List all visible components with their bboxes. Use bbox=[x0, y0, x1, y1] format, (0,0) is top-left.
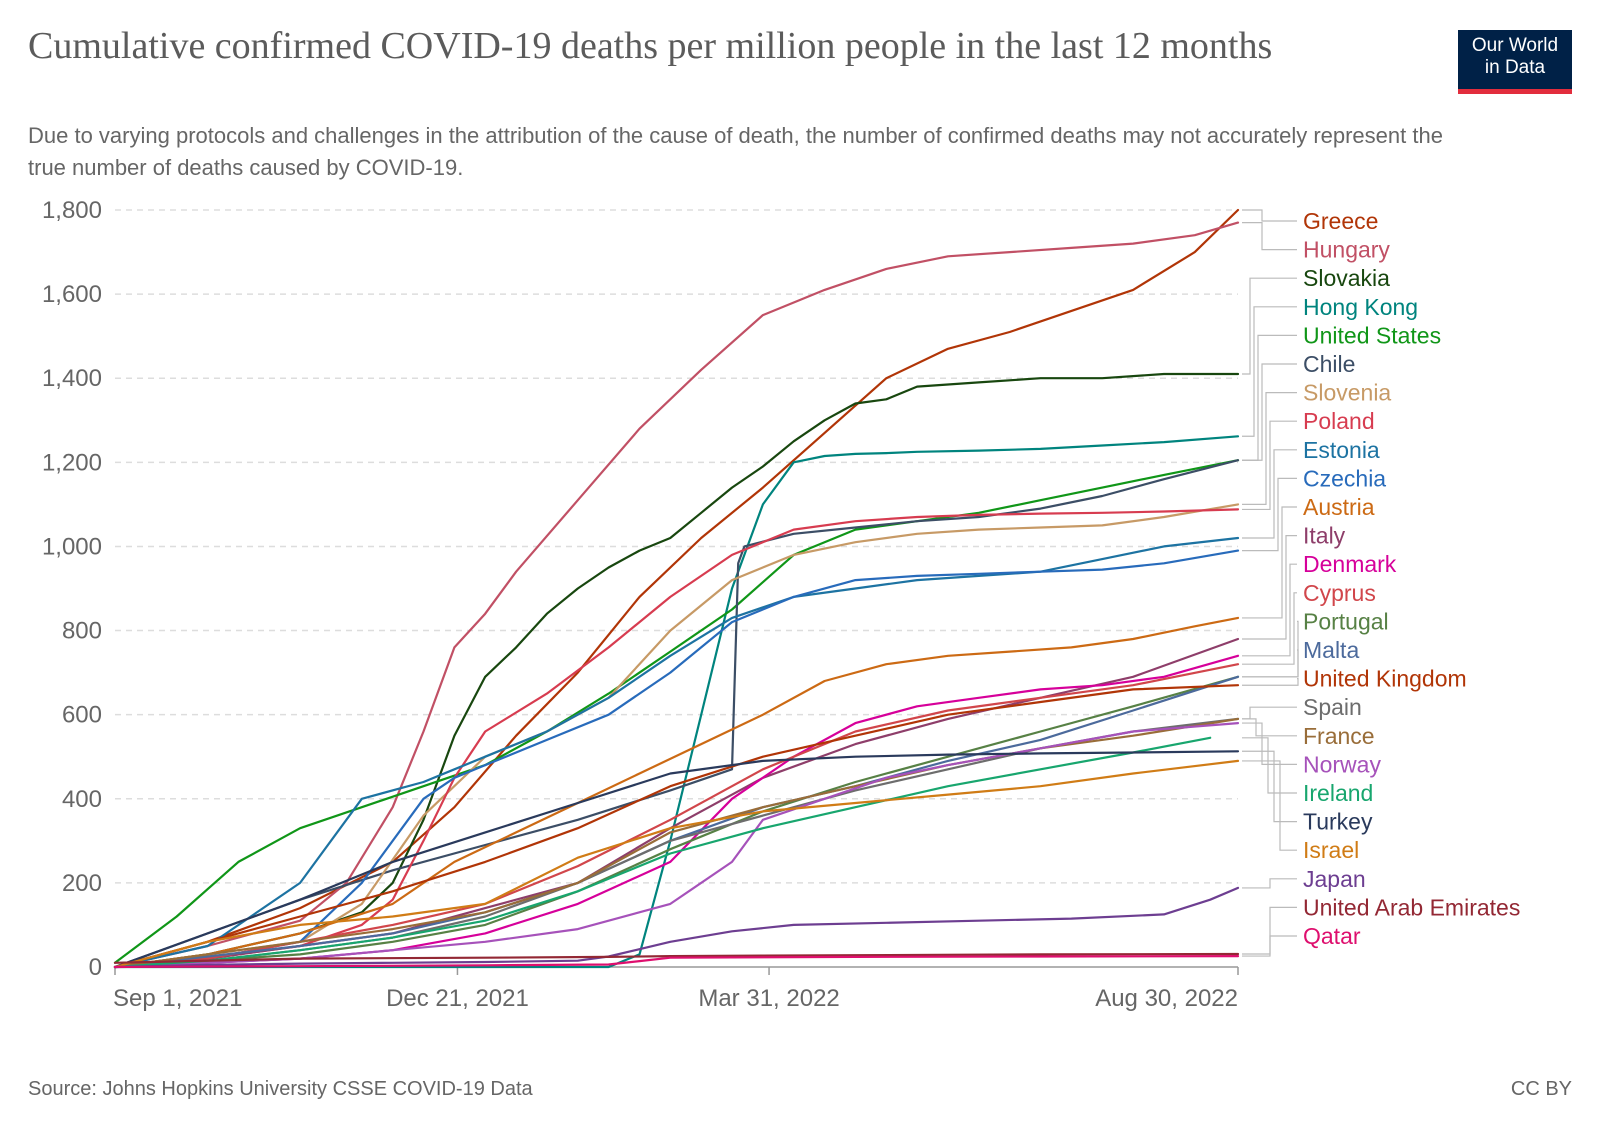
series-line-slovakia[interactable] bbox=[113, 372, 1240, 969]
grid-lines bbox=[115, 209, 1238, 884]
series-line-norway[interactable] bbox=[113, 722, 1240, 969]
series-line-united-kingdom[interactable] bbox=[113, 684, 1240, 969]
y-tick-label: 800 bbox=[62, 618, 102, 645]
legend-label-slovenia[interactable]: Slovenia bbox=[1303, 380, 1391, 406]
chart-title: Cumulative confirmed COVID-19 deaths per… bbox=[28, 25, 1273, 67]
series-line-hungary[interactable] bbox=[113, 221, 1240, 969]
legend-label-united-kingdom[interactable]: United Kingdom bbox=[1303, 666, 1467, 692]
y-tick-label: 200 bbox=[62, 870, 102, 897]
legend-label-united-states[interactable]: United States bbox=[1303, 322, 1441, 348]
legend-label-denmark[interactable]: Denmark bbox=[1303, 551, 1397, 577]
legend-label-slovakia[interactable]: Slovakia bbox=[1303, 265, 1390, 291]
series-line-malta[interactable] bbox=[113, 675, 1240, 969]
legend-connector bbox=[1242, 363, 1297, 461]
series-line-ireland[interactable] bbox=[113, 736, 1212, 969]
legend-label-estonia[interactable]: Estonia bbox=[1303, 437, 1380, 463]
legend-connector bbox=[1242, 420, 1297, 511]
owid-logo[interactable]: Our World in Data bbox=[1458, 30, 1572, 94]
y-tick-label: 600 bbox=[62, 702, 102, 729]
chart-subtitle: Due to varying protocols and challenges … bbox=[28, 123, 1443, 180]
legend-connector bbox=[1242, 209, 1297, 222]
legend-connector bbox=[1242, 306, 1297, 437]
series-line-austria[interactable] bbox=[113, 616, 1240, 969]
series-line-greece[interactable] bbox=[113, 208, 1240, 969]
legend-connector bbox=[1242, 277, 1297, 375]
legend-label-chile[interactable]: Chile bbox=[1303, 351, 1355, 377]
series-line-portugal[interactable] bbox=[113, 675, 1240, 969]
series-line-qatar[interactable] bbox=[113, 955, 1240, 969]
legend-label-malta[interactable]: Malta bbox=[1303, 637, 1359, 663]
legend-label-spain[interactable]: Spain bbox=[1303, 694, 1362, 720]
series-line-united-arab-emirates[interactable] bbox=[113, 952, 1240, 964]
legend-label-hungary[interactable]: Hungary bbox=[1303, 237, 1390, 263]
series-line-united-states[interactable] bbox=[113, 459, 1240, 964]
x-tick-label: Dec 21, 2021 bbox=[386, 985, 529, 1012]
series-line-chile[interactable] bbox=[113, 459, 1240, 969]
legend-connector bbox=[1242, 649, 1299, 678]
series-line-israel[interactable] bbox=[113, 759, 1240, 969]
y-tick-label: 1,800 bbox=[42, 197, 102, 224]
legend-connector bbox=[1242, 534, 1297, 640]
legend-label-united-arab-emirates[interactable]: United Arab Emirates bbox=[1303, 894, 1520, 920]
series-line-poland[interactable] bbox=[113, 508, 1240, 969]
series-line-slovenia[interactable] bbox=[113, 503, 1240, 969]
legend-label-poland[interactable]: Poland bbox=[1303, 408, 1375, 434]
license-link[interactable]: CC BY bbox=[1510, 1078, 1572, 1100]
legend-label-portugal[interactable]: Portugal bbox=[1303, 608, 1389, 634]
legend-connector bbox=[1242, 563, 1297, 657]
legend-connector bbox=[1242, 722, 1297, 766]
legend-connector bbox=[1242, 935, 1297, 957]
y-tick-label: 1,000 bbox=[42, 533, 102, 560]
y-axis: 0 200 400 600 800 1,000 1,200 1,400 1,600 1,800 bbox=[42, 197, 102, 981]
legend-label-czechia[interactable]: Czechia bbox=[1303, 465, 1386, 491]
legend-connector bbox=[1242, 718, 1297, 737]
logo-line-2: in Data bbox=[1484, 57, 1546, 78]
y-tick-label: 1,600 bbox=[42, 281, 102, 308]
legend-connector bbox=[1242, 906, 1297, 955]
x-tick-label: Mar 31, 2022 bbox=[698, 985, 839, 1012]
series-line-czechia[interactable] bbox=[113, 549, 1240, 969]
y-tick-label: 1,200 bbox=[42, 449, 102, 476]
y-tick-label: 400 bbox=[62, 786, 102, 813]
legend-connector bbox=[1242, 750, 1297, 823]
legend-connector bbox=[1242, 737, 1297, 794]
legend-connector bbox=[1242, 506, 1297, 619]
legend-label-israel[interactable]: Israel bbox=[1303, 837, 1359, 863]
logo-line-1: Our World bbox=[1471, 35, 1559, 56]
legend-label-greece[interactable]: Greece bbox=[1303, 208, 1378, 234]
legend-label-france[interactable]: France bbox=[1303, 723, 1375, 749]
legend-label-turkey[interactable]: Turkey bbox=[1303, 809, 1373, 835]
x-tick-label: Aug 30, 2022 bbox=[1095, 985, 1238, 1012]
source-note[interactable]: Source: Johns Hopkins University CSSE CO… bbox=[28, 1078, 533, 1100]
legend-connector bbox=[1242, 706, 1297, 720]
series-line-japan[interactable] bbox=[113, 886, 1240, 969]
legend-label-cyprus[interactable]: Cyprus bbox=[1303, 580, 1376, 606]
legend-connector bbox=[1242, 878, 1297, 889]
y-tick-label: 1,400 bbox=[42, 365, 102, 392]
legend-label-norway[interactable]: Norway bbox=[1303, 751, 1381, 777]
series-line-hong-kong[interactable] bbox=[113, 435, 1240, 969]
legend-label-japan[interactable]: Japan bbox=[1303, 866, 1366, 892]
series-line-turkey[interactable] bbox=[113, 750, 1240, 969]
legend-connector bbox=[1242, 477, 1297, 552]
x-axis: Sep 1, 2021 Dec 21, 2021 Mar 31, 2022 Aug 3… bbox=[113, 966, 1239, 1012]
legend-connector bbox=[1242, 677, 1299, 686]
legend-label-ireland[interactable]: Ireland bbox=[1303, 780, 1373, 806]
series-lines bbox=[113, 208, 1240, 969]
legend-connector bbox=[1242, 222, 1297, 251]
x-tick-label: Sep 1, 2021 bbox=[113, 985, 242, 1012]
legend-label-hong-kong[interactable]: Hong Kong bbox=[1303, 294, 1418, 320]
legend-connector bbox=[1242, 392, 1297, 505]
legend-connector bbox=[1242, 592, 1297, 665]
legend-label-qatar[interactable]: Qatar bbox=[1303, 923, 1361, 949]
legend-label-italy[interactable]: Italy bbox=[1303, 523, 1346, 549]
y-tick-label: 0 bbox=[89, 954, 102, 981]
legend-label-austria[interactable]: Austria bbox=[1303, 494, 1375, 520]
legend-connector bbox=[1242, 760, 1297, 851]
legend-connector bbox=[1242, 449, 1297, 539]
